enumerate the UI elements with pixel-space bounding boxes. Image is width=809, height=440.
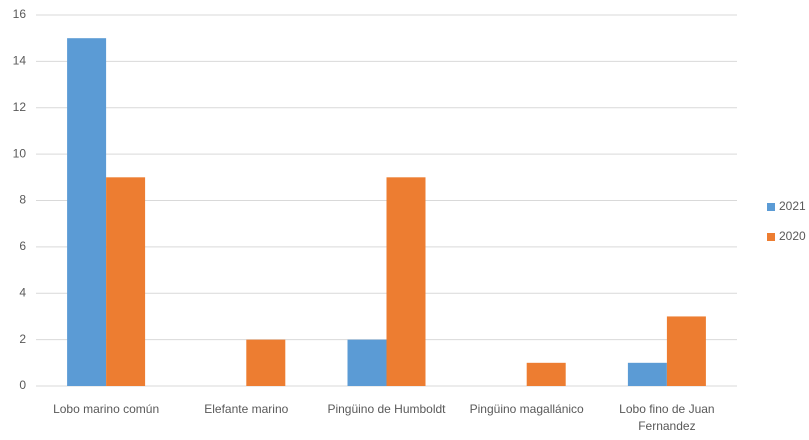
y-tick-label: 6 <box>19 239 26 253</box>
y-tick-label: 12 <box>13 100 27 114</box>
x-tick-label: Lobo marino común <box>53 402 160 416</box>
x-tick-label: Lobo fino de Juan Fernandez <box>619 402 715 433</box>
bar <box>106 177 146 386</box>
y-tick-label: 2 <box>19 332 26 346</box>
y-tick-label: 14 <box>13 54 27 68</box>
bar <box>627 362 667 386</box>
y-tick-label: 8 <box>19 193 26 207</box>
bar <box>526 362 566 386</box>
legend-label: 2020 <box>779 229 806 243</box>
y-tick-label: 4 <box>19 285 26 299</box>
y-tick-label: 16 <box>13 7 27 21</box>
x-tick-label: Pingüino magallánico <box>469 402 584 416</box>
y-tick-label: 0 <box>19 378 26 392</box>
x-tick-label: Elefante marino <box>204 402 289 416</box>
bar <box>246 339 286 386</box>
bar <box>67 38 107 386</box>
x-tick-label: Pingüino de Humboldt <box>327 402 446 416</box>
bar <box>666 316 706 386</box>
y-tick-label: 10 <box>13 146 27 160</box>
bar <box>347 339 387 386</box>
legend-swatch <box>767 233 775 241</box>
legend-label: 2021 <box>779 199 806 213</box>
bar <box>386 177 426 386</box>
legend-swatch <box>767 203 775 211</box>
